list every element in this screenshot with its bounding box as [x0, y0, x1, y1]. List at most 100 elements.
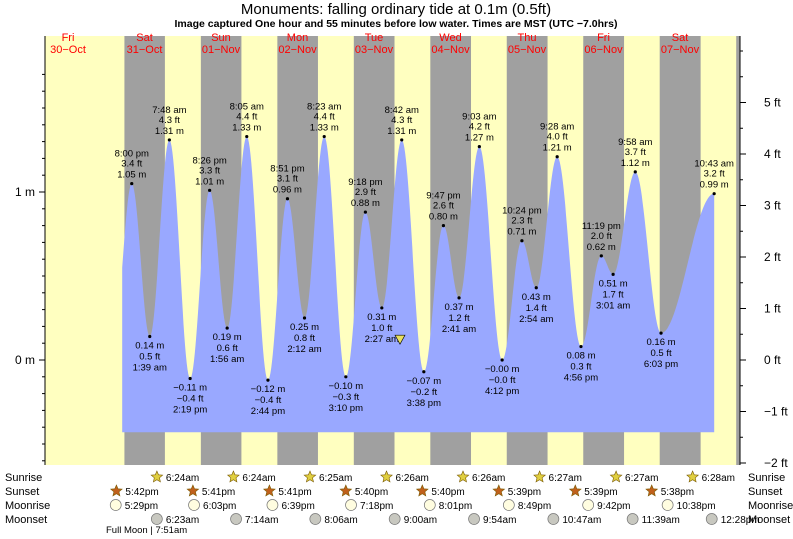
moonrise-icon [582, 499, 595, 511]
day-name-label: Tue [365, 32, 384, 44]
moonset-icon [468, 513, 480, 525]
day-date-label: 04−Nov [431, 44, 470, 56]
chart-title: Monuments: falling ordinary tide at 0.1m… [241, 1, 551, 18]
tide-point [322, 134, 326, 139]
almanac-row-label-left: Moonrise [5, 500, 50, 512]
tide-time-label: 4:12 pm [485, 386, 519, 397]
tide-m-label: 0.71 m [507, 227, 536, 238]
tide-point [441, 224, 446, 228]
tide-m-label: 0.25 m [290, 322, 319, 333]
tide-m-label: 1.12 m [621, 158, 650, 169]
tide-point [477, 145, 481, 149]
tide-m-label: 0.08 m [566, 351, 595, 362]
tide-time-label: 9:58 am [618, 137, 652, 148]
tide-m-label: 1.05 m [117, 170, 146, 181]
sunset-time: 5:39pm [508, 487, 541, 498]
moonrise-time: 8:49pm [518, 501, 551, 512]
tide-point [208, 188, 212, 192]
moonset-time: 9:00am [404, 515, 437, 526]
tide-point [344, 375, 348, 379]
tide-time-label: 2:41 am [442, 324, 476, 335]
moonrise-time: 8:01pm [439, 501, 472, 512]
tide-area [122, 136, 715, 433]
day-name-label: Mon [287, 32, 308, 44]
tide-point [400, 138, 404, 142]
tide-ft-label: 2.3 ft [511, 216, 532, 227]
tide-time-label: 9:18 pm [348, 177, 382, 188]
moonrise-icon [503, 499, 515, 511]
tide-ft-label: 2.9 ft [355, 187, 376, 198]
tide-m-label: 1.31 m [387, 126, 416, 137]
moonset-icon [230, 513, 242, 525]
moonset-time: 6:23am [166, 515, 199, 526]
tide-ft-label: −0.4 ft [255, 395, 282, 406]
moon-phase-note: Full Moon | 7:51am [106, 525, 187, 536]
day-date-label: 02−Nov [278, 44, 317, 56]
tide-m-label: 0.96 m [273, 185, 302, 196]
day-date-label: 01−Nov [202, 44, 241, 56]
tide-m-label: 1.33 m [310, 123, 339, 134]
tide-ft-label: 1.0 ft [371, 323, 392, 334]
almanac-row-label-right: Sunset [748, 486, 782, 498]
tide-m-label: 1.27 m [465, 133, 494, 144]
tide-point [534, 286, 538, 290]
tide-ft-label: 0.8 ft [294, 333, 315, 344]
right-axis-tick-label: 4 ft [764, 147, 781, 161]
moonrise-time: 9:42pm [597, 501, 630, 512]
tide-point [422, 370, 426, 374]
tide-point [520, 239, 524, 243]
tide-time-label: 8:26 pm [192, 155, 226, 166]
day-date-label: 31−Oct [127, 44, 163, 56]
moonrise-time: 6:39pm [281, 501, 314, 512]
sunrise-time: 6:28am [702, 473, 735, 484]
tide-m-label: 0.16 m [647, 337, 676, 348]
sunrise-time: 6:24am [242, 473, 275, 484]
moonset-time: 7:14am [245, 515, 278, 526]
moonrise-time: 7:18pm [360, 501, 393, 512]
tide-time-label: 10:43 am [694, 159, 734, 170]
tide-time-label: 9:28 am [540, 122, 574, 133]
sunrise-icon [226, 470, 240, 483]
tide-ft-label: −0.0 ft [489, 375, 516, 386]
tide-point [380, 306, 384, 310]
moonset-time: 9:54am [483, 515, 516, 526]
sunset-icon [186, 484, 200, 497]
sunset-icon [109, 484, 123, 497]
sunrise-time: 6:26am [396, 473, 429, 484]
sunset-time: 5:39pm [584, 487, 617, 498]
tide-point [285, 197, 290, 201]
tide-ft-label: −0.2 ft [410, 387, 437, 398]
tide-ft-label: 3.3 ft [199, 165, 220, 176]
tide-m-label: 1.31 m [155, 126, 184, 137]
tide-time-label: 9:47 pm [426, 191, 460, 202]
almanac-row-label-left: Sunrise [5, 472, 42, 484]
tide-ft-label: 1.2 ft [448, 313, 469, 324]
tide-m-label: −0.12 m [251, 384, 286, 395]
tide-point [148, 334, 152, 339]
sunset-time: 5:42pm [125, 487, 158, 498]
moonrise-icon [345, 499, 357, 511]
tide-m-label: 0.88 m [351, 198, 380, 209]
tide-point [225, 326, 229, 330]
sunset-icon [568, 484, 582, 497]
tide-m-label: 0.31 m [367, 312, 396, 323]
moonset-time: 10:47am [562, 515, 601, 526]
sunrise-time: 6:24am [166, 473, 199, 484]
day-name-label: Fri [597, 32, 610, 44]
tide-ft-label: 3.4 ft [121, 159, 142, 170]
chart-subtitle: Image captured One hour and 55 minutes b… [175, 18, 618, 30]
moonset-icon [705, 513, 718, 525]
tide-time-label: 9:03 am [462, 112, 496, 123]
sunrise-time: 6:27am [625, 473, 658, 484]
day-name-label: Sat [672, 32, 689, 44]
tide-m-label: 0.62 m [587, 242, 616, 253]
right-axis-tick-label: 5 ft [764, 96, 781, 110]
sunset-icon [339, 484, 353, 497]
moonrise-icon [188, 499, 200, 511]
sunset-icon [492, 484, 506, 497]
tide-ft-label: −0.3 ft [333, 392, 360, 403]
tide-ft-label: 3.1 ft [277, 174, 298, 185]
tide-point [555, 155, 559, 159]
tide-point [579, 344, 583, 349]
